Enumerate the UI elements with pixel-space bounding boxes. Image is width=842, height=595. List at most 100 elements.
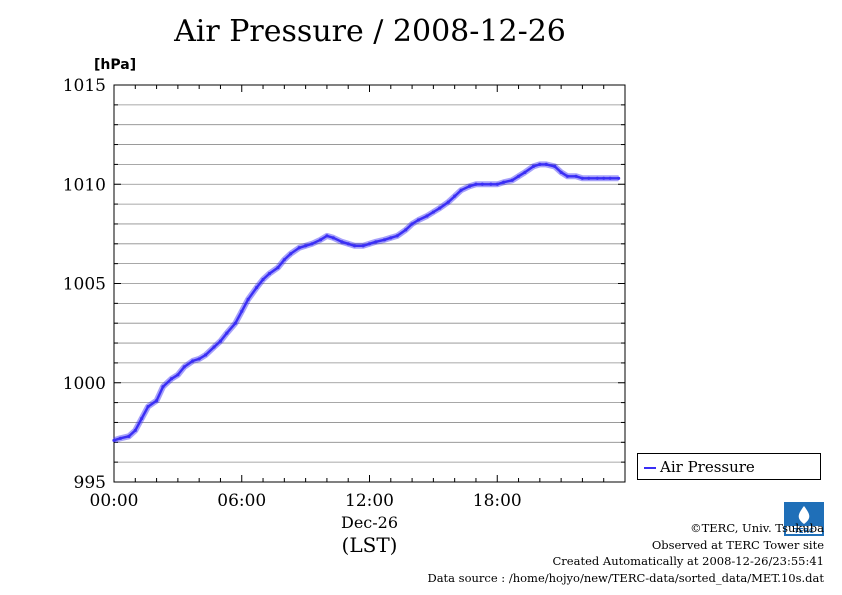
data-point [516, 174, 521, 178]
data-point [127, 434, 131, 438]
grid-lines [114, 104, 625, 463]
data-point [289, 252, 293, 256]
y-tick-label: 1010 [63, 175, 106, 195]
data-point [340, 240, 344, 244]
data-point [474, 182, 478, 186]
data-point [197, 357, 201, 361]
data-point [140, 416, 144, 421]
series-line [113, 163, 619, 442]
legend-swatch [644, 467, 656, 469]
data-point [425, 214, 429, 218]
x-tick-label: 06:00 [217, 491, 266, 511]
data-point [565, 174, 570, 178]
data-point [169, 377, 174, 381]
data-point [617, 176, 621, 180]
data-point [410, 222, 414, 226]
data-point [446, 200, 450, 204]
data-point [538, 162, 542, 166]
data-point [523, 170, 527, 174]
data-point [218, 339, 223, 343]
data-point [261, 277, 265, 282]
data-point [182, 365, 186, 369]
data-point [255, 285, 259, 290]
y-tick-label: 1015 [63, 76, 106, 96]
data-point [203, 353, 208, 357]
credits: ©TERC, Univ. Tsukuba Observed at TERC To… [427, 520, 824, 586]
data-point [325, 234, 329, 238]
data-point [544, 162, 548, 166]
credit-created: Created Automatically at 2008-12-26/23:5… [552, 554, 825, 568]
data-point [467, 184, 472, 188]
data-point [133, 428, 137, 432]
data-point [389, 236, 393, 240]
data-point [310, 242, 314, 246]
data-point [118, 436, 122, 440]
data-point [154, 399, 159, 403]
data-point [395, 234, 399, 238]
credit-observed: Observed at TERC Tower site [651, 537, 824, 552]
svg-text:TERC: TERC [794, 527, 814, 535]
y-tick-label: 995 [74, 473, 106, 493]
data-point [404, 228, 408, 232]
data-point [559, 170, 563, 174]
data-point [416, 218, 421, 222]
data-point [297, 246, 301, 250]
data-point [382, 238, 387, 242]
data-point [480, 182, 484, 186]
data-point [304, 244, 308, 248]
series-halo [113, 161, 619, 444]
axis-labels: 995 1000 1005 1010 1015 00:00 06:00 12:00 18:00 [… [63, 57, 522, 557]
x-date-label: Dec-26 [341, 513, 398, 532]
axes [113, 84, 626, 483]
data-point [608, 176, 612, 180]
data-point [176, 373, 180, 377]
data-point [352, 244, 357, 248]
credit-copyright: ©TERC, Univ. Tsukuba [690, 521, 824, 535]
data-point [191, 359, 195, 363]
data-point [502, 180, 506, 184]
data-point [367, 242, 372, 246]
data-point [331, 236, 335, 240]
data-point [495, 182, 499, 186]
data-point [212, 345, 216, 349]
data-point [233, 321, 237, 325]
data-point [595, 176, 599, 180]
data-point [146, 404, 150, 409]
credit-source: Data source : /home/hojyo/new/TERC-data/… [427, 570, 824, 585]
data-point [282, 258, 286, 262]
x-tick-label: 00:00 [90, 491, 139, 511]
x-tick-label: 12:00 [345, 491, 394, 511]
x-tick-label: 18:00 [473, 491, 522, 511]
data-point [240, 309, 244, 313]
chart-title: Air Pressure / 2008-12-26 [174, 14, 566, 49]
data-point [161, 385, 165, 389]
legend-label: Air Pressure [660, 458, 755, 476]
data-point [438, 206, 442, 210]
series-layer [112, 161, 621, 444]
x-axis-label: (LST) [342, 533, 398, 557]
terc-logo-icon: TERC [784, 502, 824, 536]
data-point [574, 174, 578, 178]
y-tick-label: 1005 [63, 275, 106, 295]
data-point [587, 176, 591, 180]
data-point [318, 238, 323, 242]
data-point [246, 297, 250, 301]
y-tick-label: 1000 [63, 374, 106, 394]
data-point [459, 188, 463, 192]
data-point [553, 164, 557, 168]
data-point [580, 176, 585, 180]
data-point [346, 242, 350, 246]
data-point [267, 271, 272, 276]
data-point [602, 176, 606, 180]
data-point [112, 438, 116, 442]
data-point [361, 244, 365, 248]
legend: Air Pressure [637, 453, 821, 480]
data-point [276, 266, 280, 270]
data-point [489, 182, 493, 186]
data-point [431, 210, 435, 214]
data-point [225, 331, 229, 335]
data-point [453, 194, 457, 198]
y-axis-unit-label: [hPa] [94, 57, 136, 73]
data-point [531, 164, 536, 168]
